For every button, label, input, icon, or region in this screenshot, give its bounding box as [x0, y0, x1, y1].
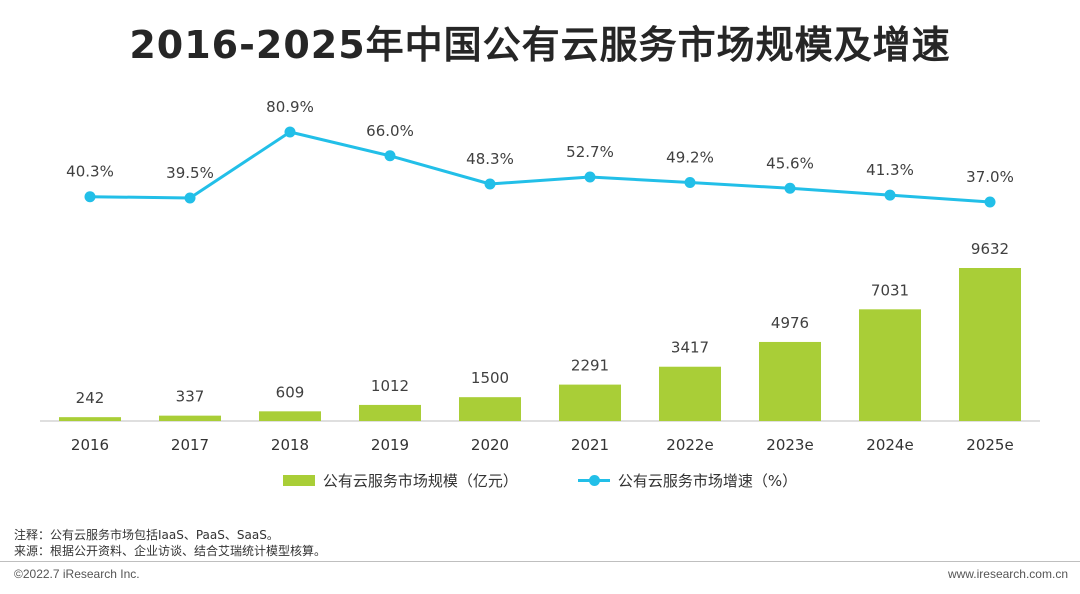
x-tick-label: 2022e: [666, 436, 713, 454]
growth-value-label: 45.6%: [766, 154, 814, 172]
growth-value-label: 41.3%: [866, 161, 914, 179]
bar: [359, 404, 421, 421]
bar-value-label: 4976: [771, 314, 809, 332]
growth-point: [184, 192, 196, 204]
source-text: 来源：根据公开资料、企业访谈、结合艾瑞统计模型核算。: [14, 544, 327, 558]
chart-title: 2016-2025年中国公有云服务市场规模及增速: [129, 23, 951, 67]
bar: [59, 417, 121, 421]
x-tick-label: 2017: [171, 436, 209, 454]
legend-line-label: 公有云服务市场增速（%）: [617, 472, 798, 490]
x-tick-label: 2024e: [866, 436, 913, 454]
bar-value-label: 337: [176, 388, 205, 406]
x-tick-label: 2016: [71, 436, 109, 454]
growth-point: [484, 178, 496, 190]
website-link[interactable]: www.iresearch.com.cn: [947, 567, 1068, 581]
growth-line: [89, 130, 991, 204]
x-tick-label: 2018: [271, 436, 309, 454]
bar-value-label: 242: [76, 389, 105, 407]
growth-point: [84, 191, 96, 203]
bar-value-label: 1012: [371, 377, 409, 395]
bar-value-label: 7031: [871, 281, 909, 299]
x-tick-label: 2025e: [966, 436, 1013, 454]
legend-item-bar: 公有云服务市场规模（亿元）: [282, 470, 518, 491]
bar: [259, 411, 321, 421]
legend-line-swatch: [577, 475, 610, 486]
footer-divider: [0, 561, 1080, 562]
legend-item-line: 公有云服务市场增速（%）: [577, 470, 798, 491]
growth-value-label: 49.2%: [666, 149, 714, 167]
x-tick-label: 2019: [371, 436, 409, 454]
bar-value-label: 3417: [671, 339, 709, 357]
bar: [959, 268, 1021, 421]
chart-area: 242 2016 337 2017 609 2018 1012 2019 1500 2020 229…: [40, 98, 1040, 454]
growth-point: [884, 189, 896, 201]
x-tick-label: 2021: [571, 436, 609, 454]
bar-value-label: 9632: [971, 240, 1009, 258]
bar-value-label: 2291: [571, 357, 609, 375]
footnotes: 注释：公有云服务市场包括IaaS、PaaS、SaaS。 来源：根据公开资料、企业…: [14, 527, 326, 559]
growth-point: [684, 177, 696, 189]
copyright-text: ©2022.7 iResearch Inc.: [14, 567, 140, 581]
bar-value-label: 609: [276, 383, 305, 401]
x-tick-label: 2023e: [766, 436, 813, 454]
chart-legend: 公有云服务市场规模（亿元） 公有云服务市场增速（%）: [0, 470, 1080, 491]
bar: [759, 341, 821, 421]
growth-value-label: 37.0%: [966, 168, 1014, 186]
growth-value-label: 48.3%: [466, 150, 514, 168]
growth-point: [384, 150, 396, 162]
bar: [859, 309, 921, 421]
growth-value-label: 52.7%: [566, 143, 614, 161]
bar: [559, 384, 621, 421]
growth-point: [784, 182, 796, 194]
x-tick-label: 2020: [471, 436, 509, 454]
growth-value-label: 66.0%: [366, 122, 414, 140]
growth-point: [984, 196, 996, 208]
legend-bar-swatch: [282, 475, 315, 486]
bar: [159, 415, 221, 421]
bar-value-label: 1500: [471, 369, 509, 387]
growth-value-label: 80.9%: [266, 98, 314, 116]
growth-point: [584, 171, 596, 183]
bar: [659, 366, 721, 421]
growth-point: [284, 126, 296, 138]
legend-bar-label: 公有云服务市场规模（亿元）: [322, 472, 518, 490]
note-text: 注释：公有云服务市场包括IaaS、PaaS、SaaS。: [14, 528, 279, 542]
bar: [459, 397, 521, 421]
growth-value-label: 40.3%: [66, 163, 114, 181]
growth-value-label: 39.5%: [166, 164, 214, 182]
